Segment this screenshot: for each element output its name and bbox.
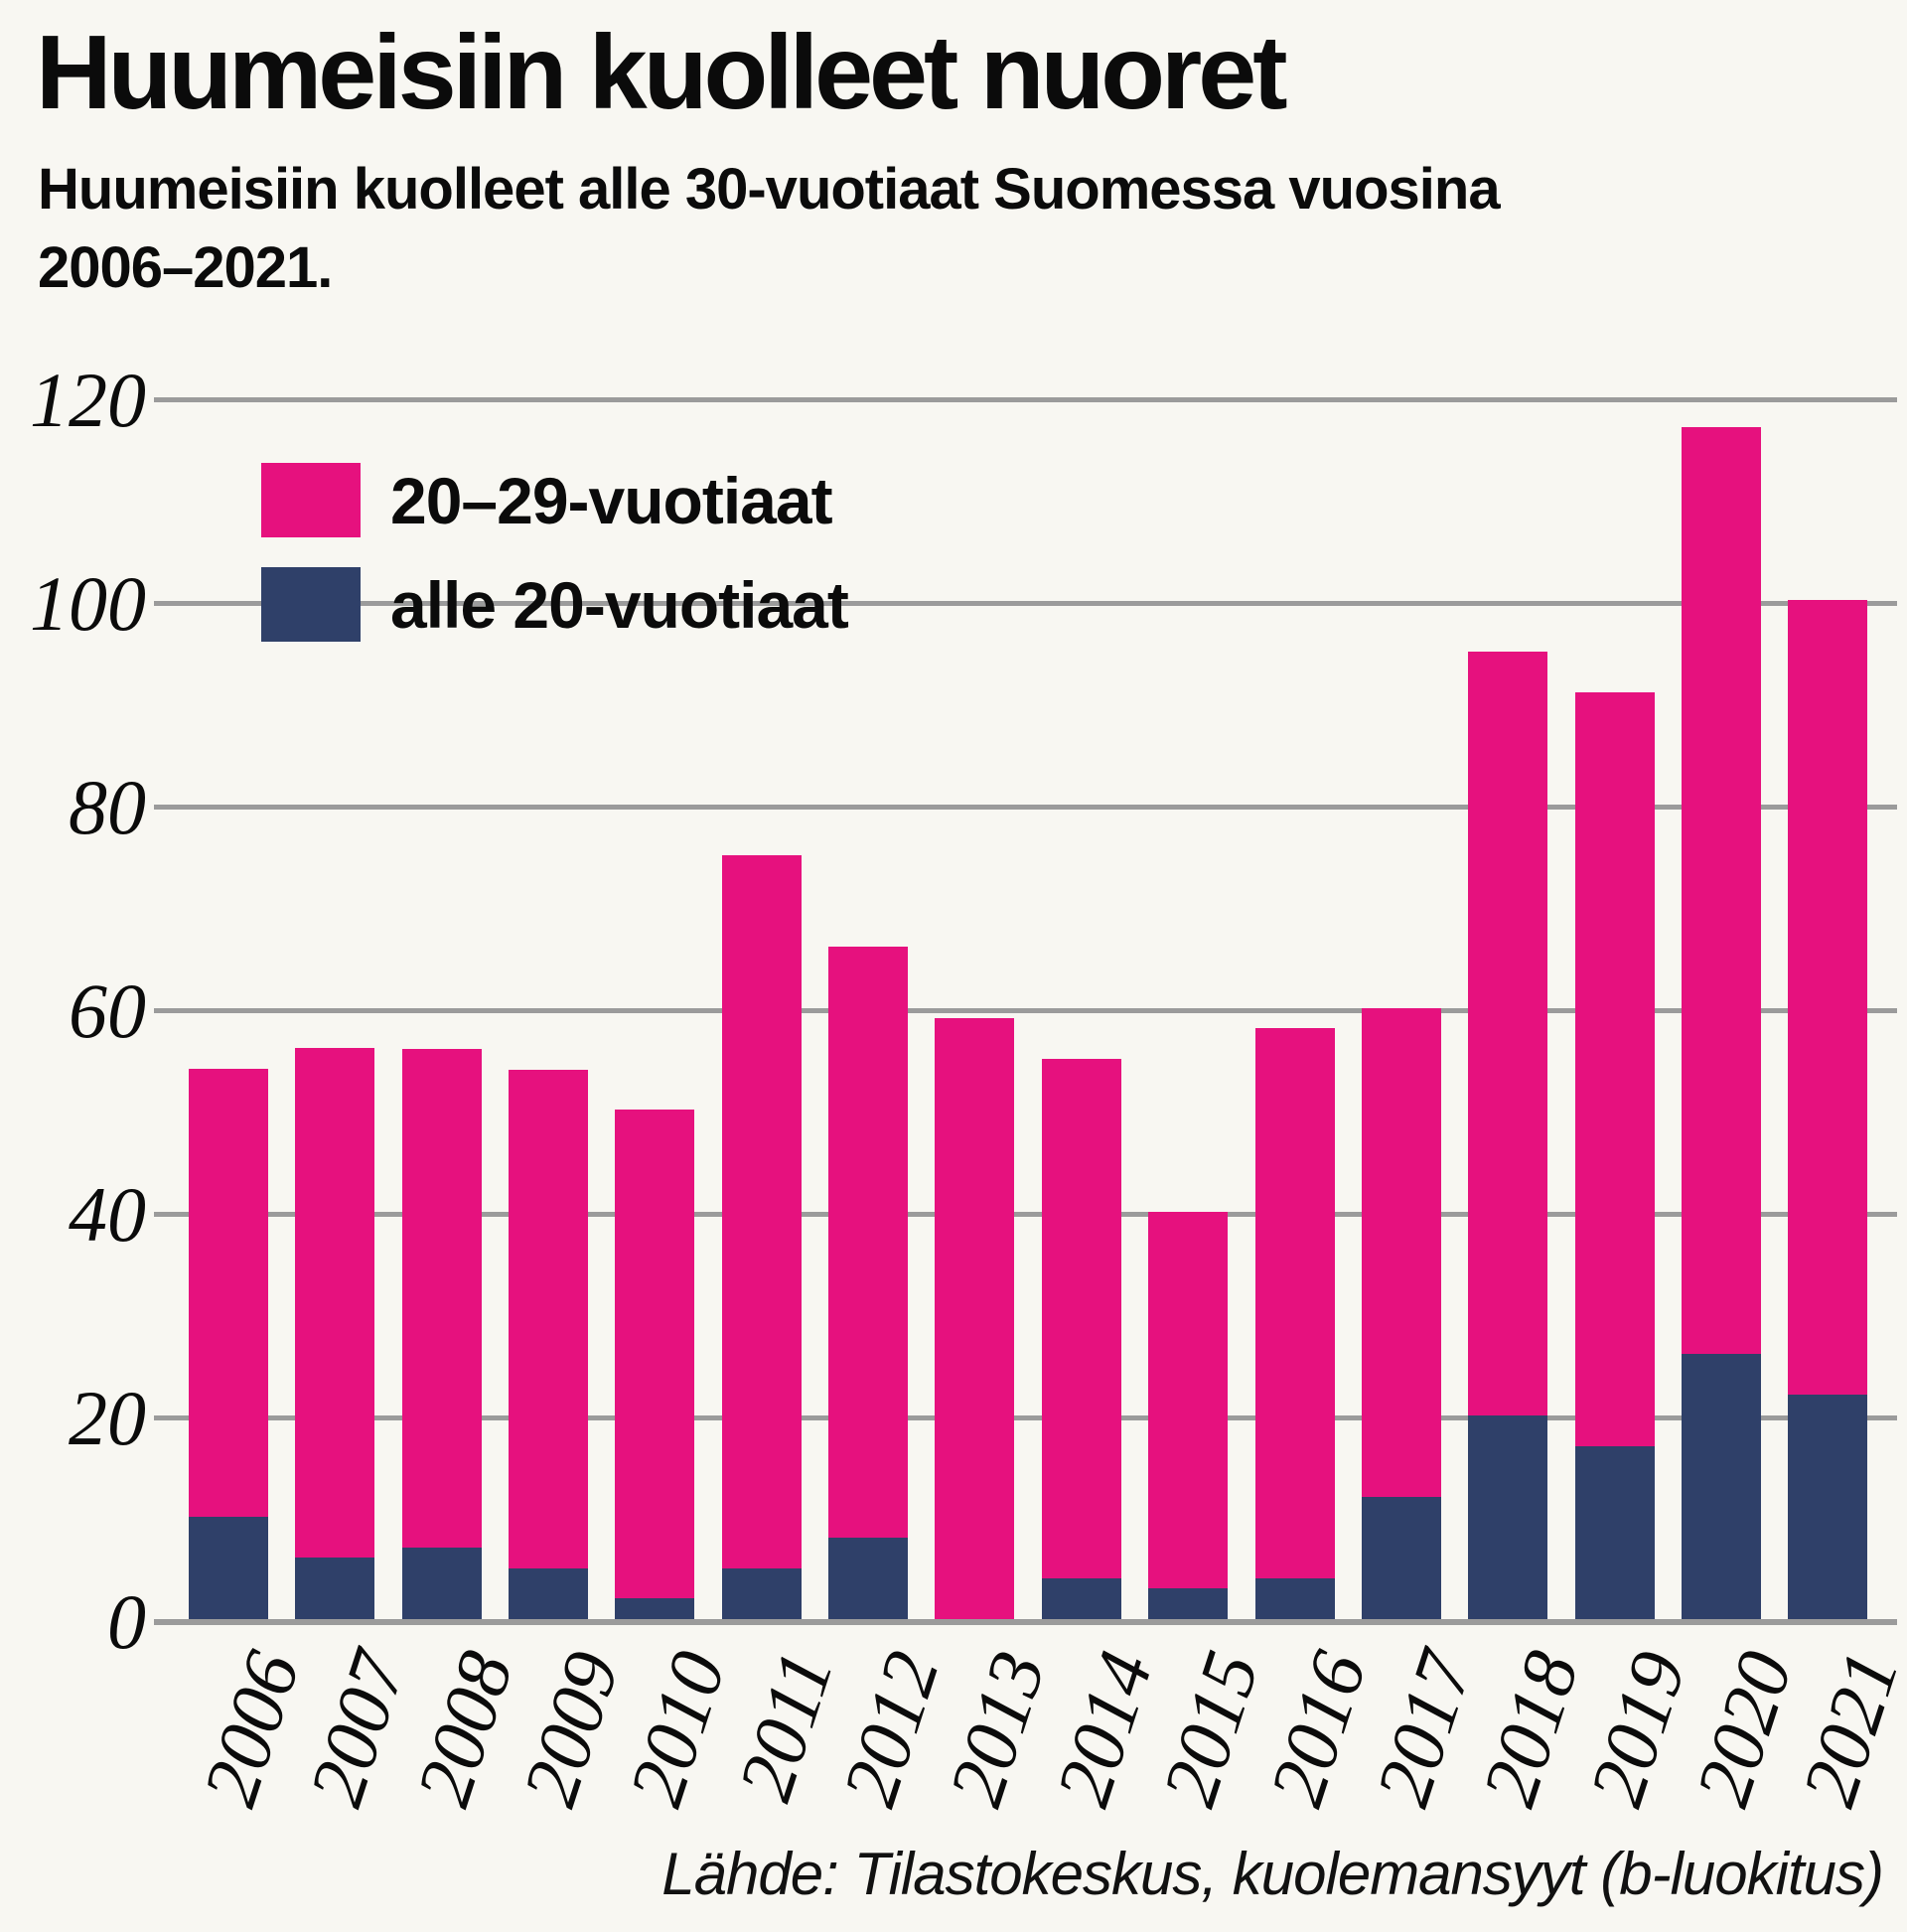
bar-2007 bbox=[295, 1048, 374, 1619]
legend-swatch-20-29-icon bbox=[261, 463, 361, 537]
gridline-100 bbox=[154, 601, 1897, 606]
segment-20-29-2013 bbox=[935, 1018, 1014, 1619]
bar-2019 bbox=[1575, 692, 1655, 1619]
legend-swatch-alle-20-icon bbox=[261, 567, 361, 642]
y-tick-label-100: 100 bbox=[30, 560, 146, 647]
legend-label-alle-20: alle 20-vuotiaat bbox=[390, 567, 849, 642]
bar-2017 bbox=[1362, 1008, 1441, 1619]
segment-alle-20-2021 bbox=[1788, 1395, 1867, 1619]
gridline-40 bbox=[154, 1212, 1897, 1217]
bar-2010 bbox=[615, 1110, 694, 1619]
bar-2016 bbox=[1255, 1028, 1335, 1619]
y-tick-label-80: 80 bbox=[69, 764, 146, 850]
y-tick-label-0: 0 bbox=[107, 1578, 146, 1665]
bar-2013 bbox=[935, 1018, 1014, 1619]
y-tick-label-20: 20 bbox=[69, 1375, 146, 1461]
bar-2015 bbox=[1148, 1212, 1228, 1619]
y-tick-label-60: 60 bbox=[69, 967, 146, 1054]
legend-item-20-29: 20–29-vuotiaat bbox=[261, 463, 848, 537]
segment-20-29-2008 bbox=[402, 1049, 482, 1548]
segment-alle-20-2016 bbox=[1255, 1578, 1335, 1619]
segment-20-29-2012 bbox=[828, 947, 908, 1538]
segment-alle-20-2010 bbox=[615, 1598, 694, 1619]
bar-2020 bbox=[1682, 427, 1761, 1619]
bar-2018 bbox=[1468, 652, 1547, 1619]
segment-alle-20-2009 bbox=[509, 1568, 588, 1619]
bar-2014 bbox=[1042, 1059, 1121, 1619]
y-tick-label-120: 120 bbox=[30, 357, 146, 443]
segment-20-29-2010 bbox=[615, 1110, 694, 1598]
gridline-60 bbox=[154, 1008, 1897, 1013]
segment-alle-20-2018 bbox=[1468, 1415, 1547, 1619]
segment-20-29-2007 bbox=[295, 1048, 374, 1558]
bar-2006 bbox=[189, 1069, 268, 1619]
bar-2008 bbox=[402, 1049, 482, 1619]
segment-alle-20-2011 bbox=[722, 1568, 802, 1619]
segment-alle-20-2019 bbox=[1575, 1446, 1655, 1619]
segment-20-29-2015 bbox=[1148, 1212, 1228, 1588]
gridline-80 bbox=[154, 805, 1897, 810]
source-note: Lähde: Tilastokeskus, kuolemansyyt (b-lu… bbox=[661, 1841, 1884, 1907]
bar-2021 bbox=[1788, 600, 1867, 1619]
segment-alle-20-2017 bbox=[1362, 1497, 1441, 1619]
segment-20-29-2017 bbox=[1362, 1008, 1441, 1497]
bar-2009 bbox=[509, 1070, 588, 1619]
gridline-20 bbox=[154, 1415, 1897, 1420]
segment-20-29-2011 bbox=[722, 855, 802, 1568]
segment-alle-20-2008 bbox=[402, 1548, 482, 1619]
chart-subtitle: Huumeisiin kuolleet alle 30-vuotiaat Suo… bbox=[38, 157, 1501, 300]
segment-20-29-2020 bbox=[1682, 427, 1761, 1354]
bar-2012 bbox=[828, 947, 908, 1619]
bar-2011 bbox=[722, 855, 802, 1619]
segment-20-29-2009 bbox=[509, 1070, 588, 1568]
x-axis-line bbox=[154, 1619, 1897, 1625]
segment-20-29-2006 bbox=[189, 1069, 268, 1517]
legend-label-20-29: 20–29-vuotiaat bbox=[390, 463, 833, 537]
legend: 20–29-vuotiaat alle 20-vuotiaat bbox=[261, 463, 849, 642]
segment-20-29-2021 bbox=[1788, 600, 1867, 1395]
segment-alle-20-2014 bbox=[1042, 1578, 1121, 1619]
segment-alle-20-2007 bbox=[295, 1558, 374, 1619]
segment-alle-20-2012 bbox=[828, 1538, 908, 1619]
segment-20-29-2014 bbox=[1042, 1059, 1121, 1578]
segment-alle-20-2006 bbox=[189, 1517, 268, 1619]
segment-alle-20-2015 bbox=[1148, 1588, 1228, 1619]
segment-20-29-2019 bbox=[1575, 692, 1655, 1446]
segment-alle-20-2020 bbox=[1682, 1354, 1761, 1619]
segment-20-29-2016 bbox=[1255, 1028, 1335, 1578]
chart-title: Huumeisiin kuolleet nuoret bbox=[36, 14, 1288, 131]
y-tick-label-40: 40 bbox=[69, 1171, 146, 1258]
legend-item-alle-20: alle 20-vuotiaat bbox=[261, 567, 849, 642]
gridline-120 bbox=[154, 397, 1897, 402]
segment-20-29-2018 bbox=[1468, 652, 1547, 1415]
